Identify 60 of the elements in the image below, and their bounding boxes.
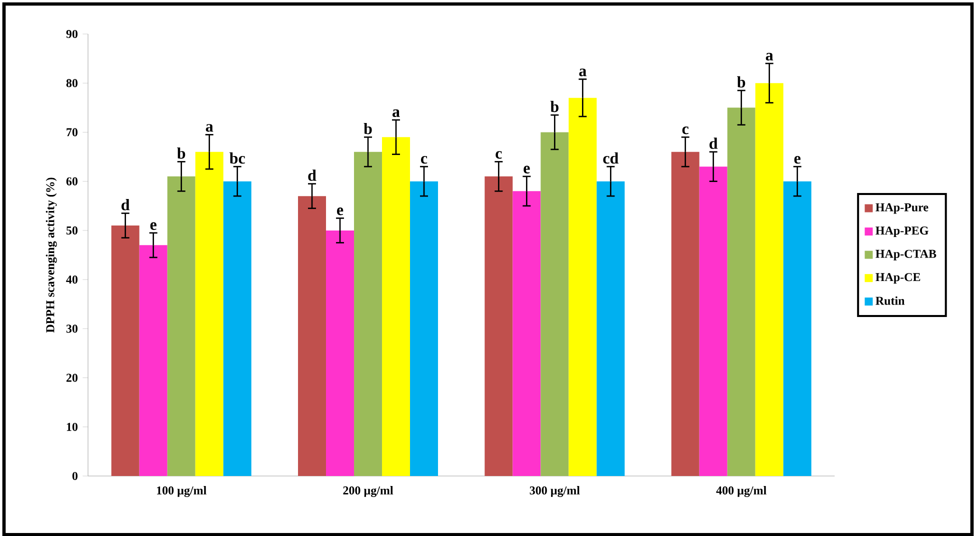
- bar: [540, 132, 569, 476]
- x-tick-label: 400 µg/ml: [716, 486, 766, 497]
- data-label: c: [421, 156, 428, 164]
- data-label: a: [392, 109, 400, 117]
- bar: [195, 152, 224, 476]
- data-label: d: [710, 138, 718, 149]
- y-tick-label: 90: [66, 30, 78, 38]
- data-label: e: [794, 156, 800, 164]
- y-tick-label: 60: [66, 177, 78, 186]
- y-tick-label: 30: [66, 324, 78, 333]
- bar: [139, 245, 168, 476]
- legend-label: HAp-CTAB: [876, 250, 936, 260]
- x-tick-label: 300 µg/ml: [530, 486, 580, 497]
- bar: [568, 98, 597, 476]
- x-tick-label: 200 µg/ml: [343, 486, 394, 497]
- bar: [382, 136, 410, 476]
- data-label: b: [550, 100, 558, 112]
- legend-label: HAp-PEG: [876, 226, 928, 237]
- x-tick-label: 100 µg/ml: [157, 486, 206, 497]
- data-label: a: [206, 124, 214, 132]
- y-tick-label: 80: [66, 78, 78, 88]
- data-label: a: [579, 68, 586, 76]
- data-label: b: [737, 76, 746, 88]
- legend-label: HAp-CE: [876, 272, 920, 284]
- data-label: d: [122, 198, 130, 210]
- bar: [596, 181, 625, 476]
- data-label: cd: [603, 152, 618, 164]
- bar: [111, 225, 140, 476]
- bar: [512, 190, 541, 476]
- y-tick-label: 0: [72, 472, 78, 480]
- legend-label: Rutin: [876, 296, 905, 305]
- bar: [326, 230, 354, 476]
- bar: [298, 196, 326, 476]
- y-tick-label: 20: [66, 374, 78, 382]
- data-label: b: [177, 147, 186, 159]
- data-label: e: [524, 166, 530, 174]
- y-tick-label: 40: [66, 275, 78, 284]
- data-label: c: [682, 126, 688, 134]
- bar: [699, 166, 728, 476]
- legend-label: HAp-Pure: [876, 203, 928, 214]
- bar: [167, 176, 196, 476]
- data-label: c: [496, 150, 502, 159]
- bar: [223, 181, 252, 476]
- data-label: e: [150, 222, 156, 230]
- bar: [783, 181, 812, 476]
- data-label: e: [337, 207, 344, 216]
- bar: [484, 176, 513, 476]
- data-label: bc: [230, 152, 245, 164]
- bar: [354, 152, 382, 476]
- y-axis-title: DPPH scavenging activity (%): [46, 178, 57, 332]
- data-label: b: [364, 122, 372, 134]
- y-tick-label: 70: [66, 128, 78, 136]
- y-tick-label: 10: [66, 422, 78, 431]
- bar: [671, 152, 700, 476]
- bar: [755, 82, 784, 476]
- bar: [410, 181, 438, 476]
- y-tick-label: 50: [66, 226, 78, 234]
- bar: [727, 108, 756, 476]
- data-label: d: [308, 169, 316, 181]
- data-label: a: [766, 52, 774, 60]
